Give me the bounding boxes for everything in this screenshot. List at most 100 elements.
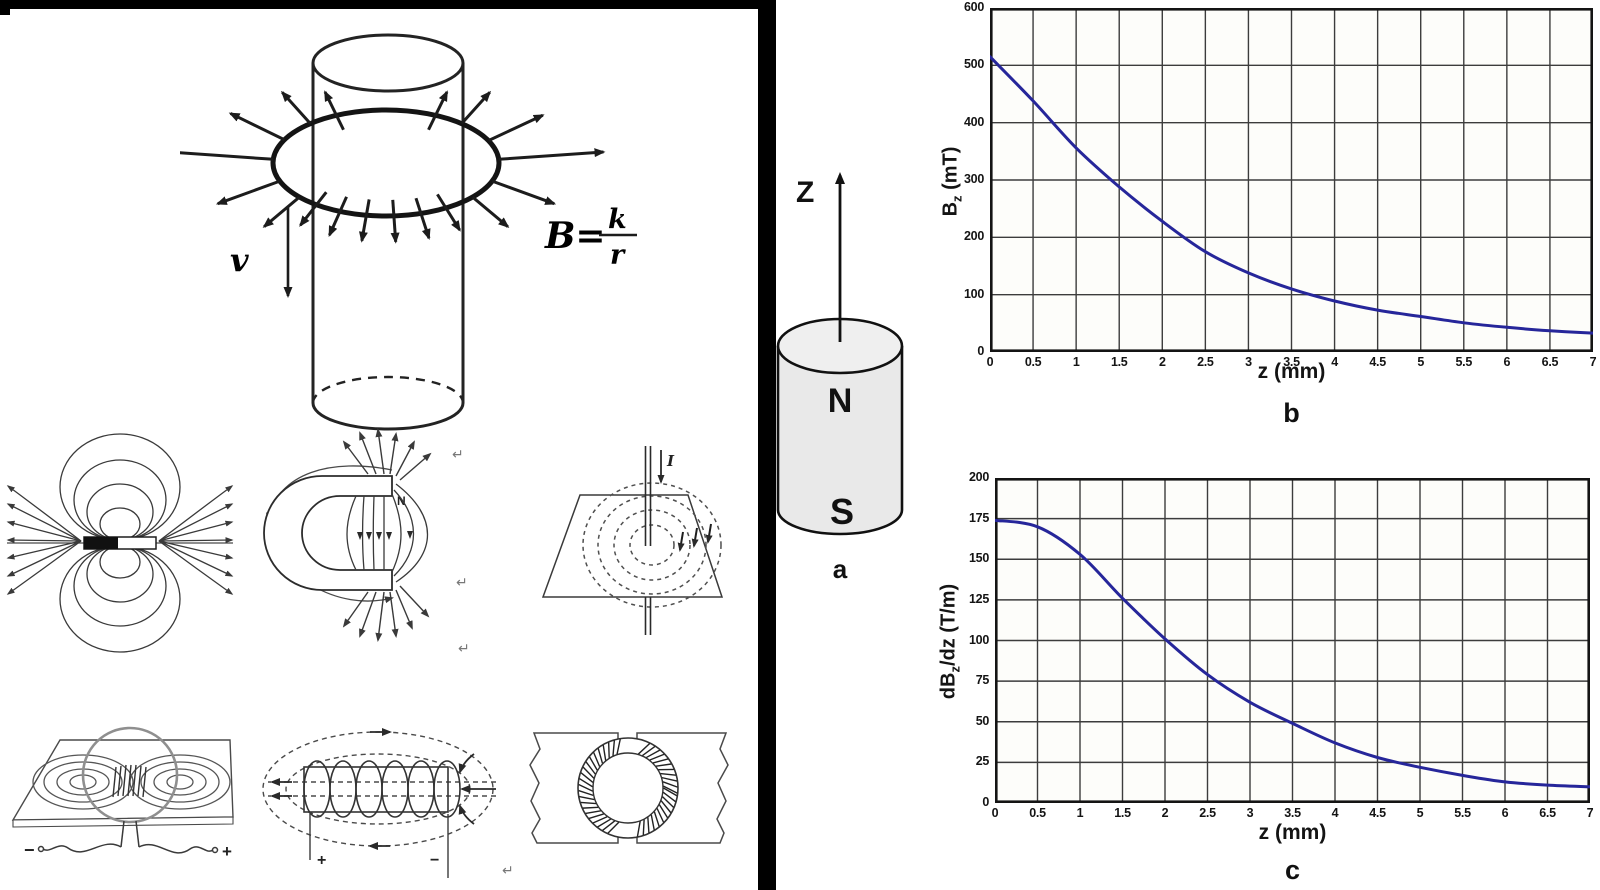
magnet-schematic: Z N S a bbox=[776, 172, 904, 584]
chart-b: Bz (mT) 0 100 200 300 400 500 600 0 0.5 1 1.5 2 2.5… bbox=[900, 0, 1600, 450]
scan-return-mark: ↵ bbox=[502, 862, 514, 878]
solenoid-diagram: + − bbox=[262, 728, 496, 878]
x-tick-label: 4.5 bbox=[1369, 355, 1386, 369]
pierce-point-field-ovals bbox=[32, 754, 231, 810]
x-tick-label: 6 bbox=[1501, 806, 1509, 820]
y-tick-label: 25 bbox=[975, 754, 990, 769]
y-tick-label: 75 bbox=[975, 673, 990, 688]
gap-field-lines bbox=[346, 483, 429, 583]
y-tick-label: 200 bbox=[969, 470, 989, 484]
center-flux-hatching bbox=[112, 764, 147, 798]
south-pole-label: S bbox=[830, 491, 854, 532]
radial-field-arrows bbox=[180, 90, 606, 244]
current-loop-plane-diagram: − + bbox=[11, 726, 234, 861]
field-direction-arrows bbox=[270, 728, 496, 850]
x-tick-label: 4 bbox=[1331, 806, 1339, 820]
plus-terminal-label: + bbox=[317, 852, 326, 869]
toroid-coil-diagram bbox=[529, 732, 729, 844]
chart-b-curve bbox=[990, 55, 1593, 335]
toroid-inner-ring bbox=[592, 752, 664, 824]
x-tick-label: 1.5 bbox=[1114, 806, 1131, 820]
falling-magnet-diagram: v B= k r bbox=[180, 33, 637, 431]
x-tick-label: 4.5 bbox=[1369, 806, 1386, 820]
circular-field-lines bbox=[582, 482, 722, 608]
x-tick-label: 3.5 bbox=[1284, 806, 1301, 820]
scan-corner-mark bbox=[0, 0, 10, 15]
chart-c-plot bbox=[995, 478, 1590, 803]
horseshoe-magnet-diagram: N bbox=[263, 428, 432, 642]
plus-terminal-label: + bbox=[222, 842, 232, 861]
formula-denominator: r bbox=[610, 240, 626, 271]
y-tick-label: 0 bbox=[977, 344, 984, 358]
dipole-fan-lines bbox=[6, 485, 234, 595]
field-formula: B= k r bbox=[544, 204, 637, 271]
field-ring bbox=[270, 107, 502, 219]
ylabel-subscript: z bbox=[949, 195, 965, 202]
x-tick-label: 0.5 bbox=[1029, 806, 1046, 820]
horseshoe-north-label: N bbox=[397, 494, 406, 508]
scan-top-border bbox=[0, 0, 766, 9]
chart-c-curve bbox=[995, 518, 1590, 789]
y-tick-label: 100 bbox=[964, 286, 984, 301]
x-tick-label: 2.5 bbox=[1197, 355, 1214, 369]
y-tick-label: 175 bbox=[969, 510, 989, 525]
y-tick-label: 300 bbox=[964, 172, 984, 186]
formula-lhs: B= bbox=[544, 215, 606, 257]
horseshoe-body bbox=[263, 475, 393, 591]
y-tick-label: 400 bbox=[964, 114, 984, 129]
z-axis-label: Z bbox=[796, 176, 814, 209]
y-tick-label: 200 bbox=[964, 229, 984, 244]
x-tick-label: 0.5 bbox=[1024, 355, 1042, 369]
velocity-label: v bbox=[230, 241, 249, 279]
x-tick-label: 2 bbox=[1158, 355, 1166, 369]
chart-b-plot bbox=[990, 8, 1593, 352]
current-label: I bbox=[666, 452, 675, 470]
x-tick-label: 6 bbox=[1503, 355, 1511, 369]
x-tick-label: 7 bbox=[1586, 806, 1594, 820]
y-tick-label: 125 bbox=[969, 591, 989, 606]
tube-cylinder bbox=[311, 33, 465, 431]
solenoid-leads bbox=[309, 812, 449, 878]
field-line-ellipses bbox=[262, 731, 496, 847]
minus-terminal-label: − bbox=[430, 852, 439, 869]
field-direction-arrows bbox=[677, 523, 713, 552]
chart-b-x-axis-label: z (mm) bbox=[1257, 360, 1326, 383]
solenoid-coil bbox=[303, 760, 461, 818]
loop-leads bbox=[37, 820, 219, 854]
x-tick-label: 2 bbox=[1161, 806, 1169, 820]
velocity-arrow: v bbox=[230, 207, 293, 298]
magnet-cylinder bbox=[776, 317, 904, 536]
x-tick-label: 0 bbox=[991, 806, 999, 820]
x-tick-label: 5.5 bbox=[1454, 806, 1471, 820]
x-tick-label: 0 bbox=[986, 355, 994, 369]
x-tick-label: 1 bbox=[1076, 806, 1084, 820]
x-tick-label: 6.5 bbox=[1541, 355, 1559, 369]
x-tick-label: 4 bbox=[1331, 355, 1338, 369]
x-tick-label: 1 bbox=[1072, 355, 1080, 369]
ylabel-text: B bbox=[939, 201, 962, 217]
x-tick-label: 6.5 bbox=[1539, 806, 1556, 820]
north-pole-fan-arrows bbox=[342, 428, 432, 481]
gap-direction-arrows bbox=[357, 531, 413, 540]
x-tick-label: 3 bbox=[1246, 806, 1254, 820]
panel-divider bbox=[758, 0, 776, 890]
x-tick-label: 5 bbox=[1416, 806, 1424, 820]
south-pole-fan-arrows bbox=[342, 585, 430, 642]
north-pole-label: N bbox=[828, 382, 853, 420]
ylabel-subscript: z bbox=[947, 666, 963, 673]
scan-return-mark: ↵ bbox=[458, 640, 470, 656]
chart-c: dBz/dz (T/m) 0 25 50 75 100 125 150 175 200 0 0.5… bbox=[900, 455, 1600, 890]
y-tick-label: 50 bbox=[975, 713, 990, 728]
plane-surface bbox=[11, 739, 234, 821]
y-tick-label: 0 bbox=[982, 795, 989, 809]
x-tick-label: 5 bbox=[1417, 355, 1425, 369]
current-loop bbox=[81, 726, 179, 824]
x-tick-label: 1.5 bbox=[1110, 355, 1128, 369]
minus-terminal-label: − bbox=[24, 840, 35, 860]
chart-c-plot-area bbox=[995, 478, 1590, 803]
panel-c-caption: c bbox=[1284, 855, 1301, 885]
x-tick-label: 2.5 bbox=[1199, 806, 1216, 820]
y-tick-label: 150 bbox=[969, 551, 989, 566]
current-wire bbox=[644, 446, 652, 635]
